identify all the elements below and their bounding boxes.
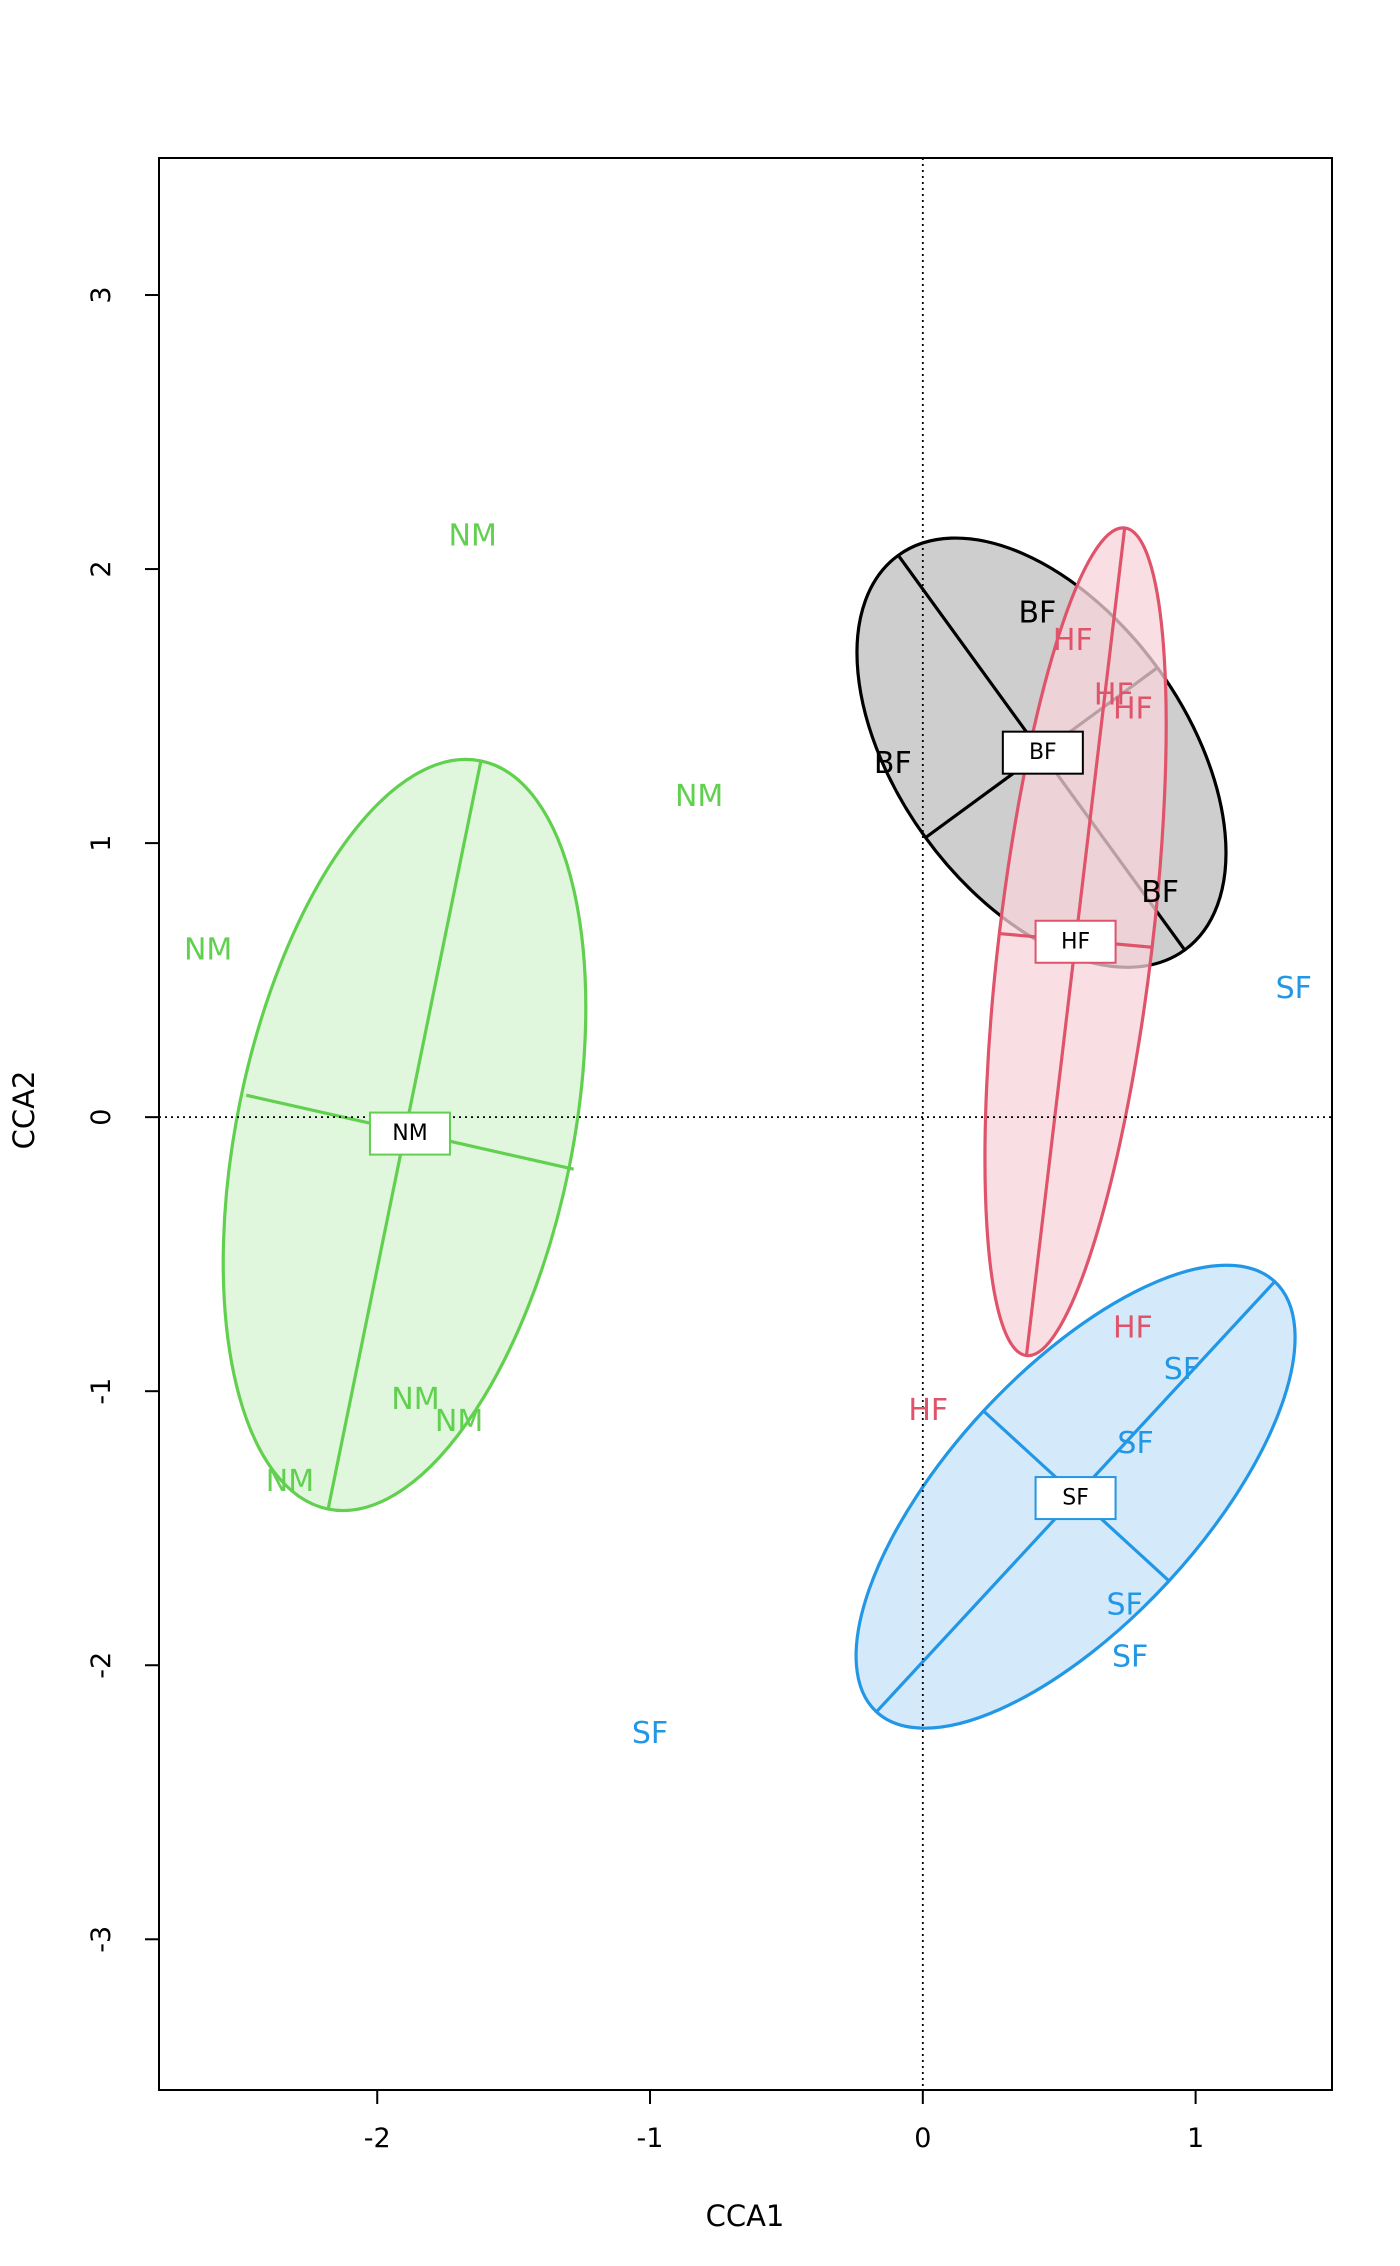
x-tick-label: -2 xyxy=(364,2123,391,2154)
y-tick-label: -3 xyxy=(86,1926,117,1953)
y-tick-label: 3 xyxy=(86,286,117,303)
site-label-nm: NM xyxy=(184,932,232,967)
site-label-bf: BF xyxy=(1141,875,1179,910)
site-label-sf: SF xyxy=(1112,1640,1148,1675)
x-tick-label: 1 xyxy=(1187,2123,1204,2154)
site-label-sf: SF xyxy=(1117,1426,1153,1461)
y-tick-label: -2 xyxy=(86,1652,117,1679)
y-tick-label: 2 xyxy=(86,560,117,577)
site-label-nm: NM xyxy=(675,779,723,814)
y-axis-title: CCA2 xyxy=(7,1071,41,1150)
centroid-label-nm: NM xyxy=(392,1121,427,1146)
centroid-label-sf: SF xyxy=(1062,1486,1089,1511)
centroid-label-hf: HF xyxy=(1061,929,1090,954)
centroid-box-bf xyxy=(1001,730,1084,775)
site-label-sf: SF xyxy=(632,1716,668,1751)
site-label-bf: BF xyxy=(1018,595,1056,630)
centroid-label-bf: BF xyxy=(1029,740,1057,765)
site-label-sf: SF xyxy=(1107,1587,1143,1622)
site-label-bf: BF xyxy=(874,746,912,781)
x-tick-label: 0 xyxy=(914,2123,931,2154)
site-label-sf: SF xyxy=(1164,1352,1200,1387)
site-label-hf: HF xyxy=(1053,623,1093,658)
site-label-nm: NM xyxy=(435,1404,483,1439)
y-tick-label: 0 xyxy=(86,1109,117,1126)
site-label-hf: HF xyxy=(908,1393,948,1428)
centroid-box-hf xyxy=(1034,919,1117,964)
y-tick-label: -1 xyxy=(86,1378,117,1405)
x-axis-title: CCA1 xyxy=(706,2199,785,2233)
centroid-box-sf xyxy=(1034,1476,1117,1521)
site-label-hf: HF xyxy=(1113,1311,1153,1346)
centroid-box-nm xyxy=(368,1111,451,1156)
y-tick-label: 1 xyxy=(86,835,117,852)
axes: -2 -1 0 1 -3 -2 -1 0 1 2 3 xyxy=(86,157,1333,2154)
site-label-nm: NM xyxy=(449,519,497,554)
plot-frame xyxy=(158,157,1333,2091)
site-label-nm: NM xyxy=(391,1382,439,1417)
site-label-hf: HF xyxy=(1094,678,1134,713)
site-label-sf: SF xyxy=(1276,971,1312,1006)
site-label-nm: NM xyxy=(266,1464,314,1499)
x-tick-label: -1 xyxy=(637,2123,664,2154)
group-centroids: NM BF HF SF xyxy=(368,730,1117,1521)
site-label-hf: HF xyxy=(1113,691,1153,726)
